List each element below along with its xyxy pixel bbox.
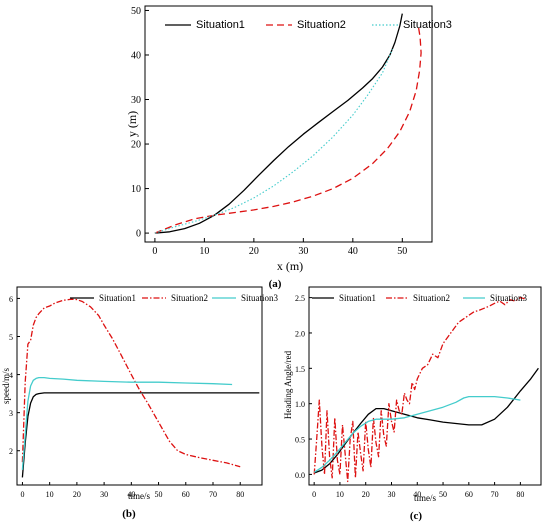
panel-a-xtick-label: 20 — [249, 246, 259, 257]
panel-b-plot-frame — [16, 286, 263, 486]
panel-a-xtick-label: 30 — [298, 246, 308, 257]
panel-b-xlabel: time/s — [128, 491, 150, 501]
panel-c-xtick-label: 30 — [387, 490, 395, 499]
panel-a-ytick-label: 0 — [136, 229, 141, 240]
panel-b-xtick-label: 40 — [127, 490, 135, 499]
panel-c-legend-label-2: Situation2 — [413, 293, 450, 303]
panel-c-ytick-label: 0.0 — [295, 471, 305, 480]
panel-b-legend-label-2: Situation2 — [171, 293, 208, 303]
panel-c-xtick-label: 10 — [336, 490, 344, 499]
panel-b-ytick-label: 5 — [9, 333, 13, 342]
panel-a-series-2-line — [154, 24, 422, 234]
panel-b-xtick-label: 60 — [182, 490, 190, 499]
panel-c-legend-label-3: Situation3 — [490, 293, 528, 303]
panel-a-ytick-label: 10 — [131, 184, 141, 195]
panel-c: 0 10 20 30 40 50 60 70 80 0.0 0.5 1.0 1.5 2.0 2.5 Situa… — [283, 286, 542, 522]
panel-a-ytick-label: 30 — [131, 95, 141, 106]
panel-a-ytick-label: 20 — [131, 140, 141, 151]
panel-c-series-1-line — [313, 367, 539, 474]
panel-a-xtick-label: 10 — [199, 246, 209, 257]
panel-a-series-1-line — [154, 13, 403, 234]
panel-b-ytick-label: 3 — [9, 409, 13, 418]
panel-c-xtick-label: 20 — [362, 490, 370, 499]
panel-a-series-3-line — [154, 48, 393, 234]
panel-c-ylabel: Heading Angle/red — [283, 350, 293, 419]
panel-a-legend-label-2: Situation2 — [297, 19, 346, 31]
panel-b-ylabel: speed/m/s — [1, 368, 11, 404]
panel-c-xtick-label: 70 — [491, 490, 499, 499]
panel-b-xtick-label: 70 — [209, 490, 217, 499]
panel-b-xtick-label: 50 — [155, 490, 163, 499]
panel-a-xlabel: x (m) — [277, 259, 303, 273]
panel-b-legend-label-3: Situation3 — [241, 293, 279, 303]
panel-c-xtick-label: 0 — [312, 490, 316, 499]
panel-c-xtick-label: 50 — [439, 490, 447, 499]
panel-a-ytick-label: 50 — [131, 6, 141, 17]
panel-b-legend-label-1: Situation1 — [99, 293, 136, 303]
panel-b-label: (b) — [122, 508, 136, 520]
panel-b-xtick-label: 20 — [73, 490, 81, 499]
panel-b-marks: 0 10 20 30 40 50 60 70 80 2 3 4 5 6 Situation1 Situatio… — [9, 293, 279, 499]
panel-a-label: (a) — [269, 278, 282, 290]
panel-a: 0 10 20 30 40 50 0 10 20 30 40 50 Situation1 Situatio… — [125, 5, 452, 290]
panel-b-ytick-label: 6 — [9, 295, 13, 304]
panel-c-ytick-label: 0.5 — [295, 436, 305, 445]
panel-b-xtick-label: 80 — [236, 490, 244, 499]
panel-b: 0 10 20 30 40 50 60 70 80 2 3 4 5 6 Situation1 Situatio… — [1, 286, 279, 520]
panel-b-series-1-line — [21, 392, 260, 478]
panel-b-xtick-label: 30 — [100, 490, 108, 499]
panel-a-xtick-label: 40 — [348, 246, 358, 257]
panel-c-series-3-line — [313, 395, 521, 473]
panel-a-ylabel: y (m) — [125, 111, 139, 137]
panel-a-legend-label-1: Situation1 — [196, 19, 245, 31]
panel-b-ytick-label: 4 — [9, 371, 13, 380]
panel-c-marks: 0 10 20 30 40 50 60 70 80 0.0 0.5 1.0 1.5 2.0 2.5 Situa… — [295, 293, 539, 499]
panel-c-label: (c) — [410, 510, 423, 522]
panel-b-ytick-label: 2 — [9, 447, 13, 456]
panel-a-plot-frame — [144, 5, 433, 243]
panel-b-xtick-label: 10 — [46, 490, 54, 499]
panel-c-ytick-label: 1.0 — [295, 400, 305, 409]
panel-c-series-2-line — [313, 296, 526, 483]
panel-c-xtick-label: 80 — [516, 490, 524, 499]
panel-c-ytick-label: 1.5 — [295, 365, 305, 374]
panel-c-legend-label-1: Situation1 — [339, 293, 376, 303]
panel-a-ytick-label: 40 — [131, 50, 141, 61]
panel-b-xtick-label: 0 — [20, 490, 24, 499]
panel-c-xlabel: time/s — [414, 493, 436, 503]
panel-c-plot-frame — [308, 286, 542, 486]
panel-a-marks: 0 10 20 30 40 50 0 10 20 30 40 50 Situation1 Situatio… — [131, 6, 452, 257]
panel-c-ytick-label: 2.0 — [295, 329, 305, 338]
panel-c-ytick-label: 2.5 — [295, 294, 305, 303]
panel-a-xtick-label: 50 — [397, 246, 407, 257]
panel-a-xtick-label: 0 — [152, 246, 157, 257]
panel-c-xtick-label: 60 — [465, 490, 473, 499]
panel-a-legend-label-3: Situation3 — [403, 19, 452, 31]
panel-c-xtick-label: 40 — [413, 490, 421, 499]
panel-b-series-3-line — [21, 376, 233, 470]
